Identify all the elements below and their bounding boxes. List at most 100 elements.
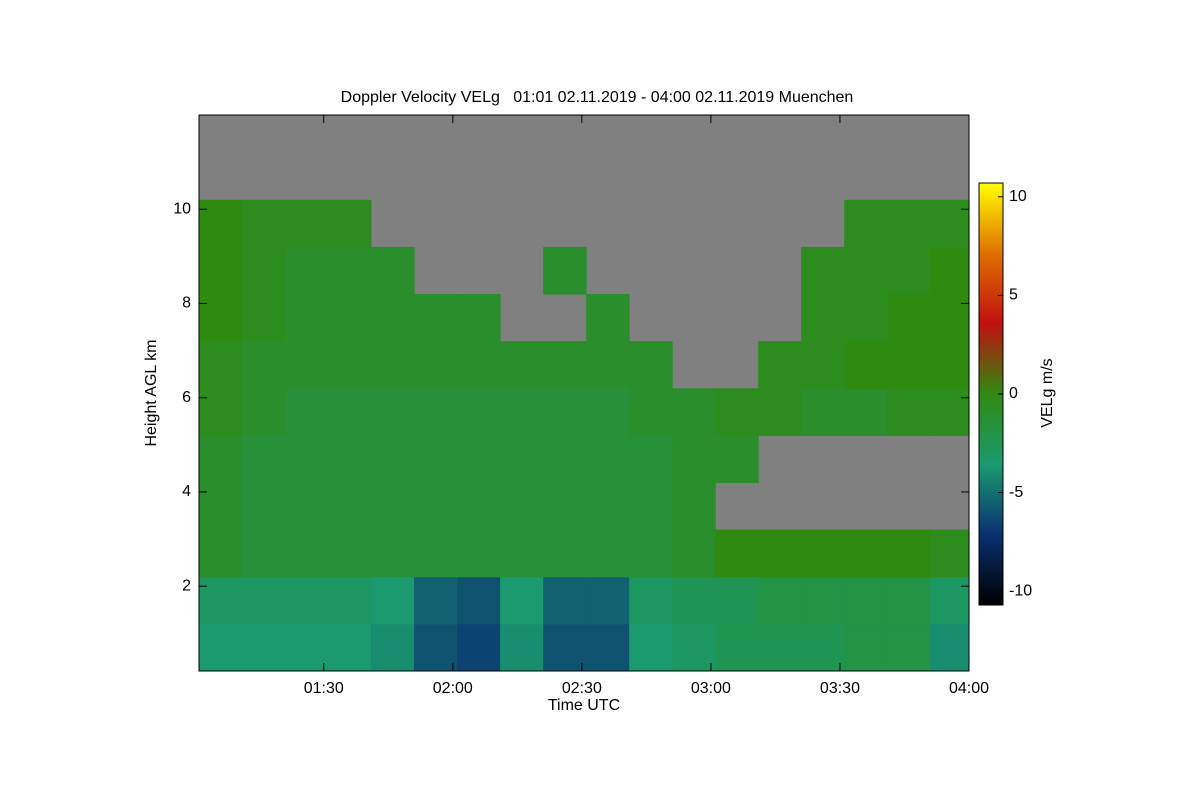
heatmap-cell [199, 529, 243, 578]
heatmap-cell [242, 246, 286, 295]
heatmap-cell [285, 435, 329, 484]
heatmap-cell [242, 294, 286, 342]
heatmap-cell [887, 576, 931, 625]
heatmap-cell [629, 388, 673, 436]
heatmap-cell [930, 341, 970, 389]
heatmap-cell [672, 435, 716, 484]
heatmap-cell [930, 623, 970, 672]
y-tick-label: 6 [182, 389, 191, 406]
heatmap-cell [930, 294, 970, 342]
heatmap-cell [930, 246, 970, 295]
heatmap-cell [586, 623, 630, 672]
colorbar-tick-label: -5 [1009, 484, 1023, 501]
heatmap-cell [414, 294, 458, 342]
heatmap-cell [586, 294, 630, 342]
heatmap-cell [801, 529, 845, 578]
heatmap-cell [801, 246, 845, 295]
heatmap-cell [242, 482, 286, 531]
y-tick-label: 8 [182, 295, 191, 312]
heatmap-cell [414, 529, 458, 578]
heatmap-cell [801, 576, 845, 625]
heatmap-cell [371, 576, 415, 625]
heatmap-cell [500, 388, 544, 436]
heatmap-cell [586, 341, 630, 389]
heatmap-cell [543, 482, 587, 531]
heatmap-cell [457, 435, 501, 484]
x-tick-label: 04:00 [949, 680, 989, 697]
heatmap-cell [371, 341, 415, 389]
heatmap-cell [844, 529, 888, 578]
heatmap-cell [285, 388, 329, 436]
heatmap-cell [887, 246, 931, 295]
heatmap-cell [457, 388, 501, 436]
heatmap-cell [586, 576, 630, 625]
heatmap-cell [672, 576, 716, 625]
heatmap-cell [285, 246, 329, 295]
heatmap-cell [844, 623, 888, 672]
heatmap-cell [715, 529, 759, 578]
heatmap-cell [930, 199, 970, 248]
heatmap-cell [371, 435, 415, 484]
heatmap-cell [672, 529, 716, 578]
heatmap-cell [328, 529, 372, 578]
heatmap-cell [242, 388, 286, 436]
heatmap-cell [328, 482, 372, 531]
heatmap-cell [930, 576, 970, 625]
heatmap-cell [242, 529, 286, 578]
y-axis-label: Height AGL km [143, 339, 160, 446]
heatmap-cell [199, 482, 243, 531]
y-tick-label: 10 [173, 200, 191, 217]
heatmap-cell [500, 435, 544, 484]
heatmap-cell [672, 623, 716, 672]
heatmap-cell [457, 576, 501, 625]
heatmap-cell [371, 529, 415, 578]
heatmap-cell [672, 388, 716, 436]
heatmap-cell [199, 341, 243, 389]
heatmap-cell [801, 623, 845, 672]
plot-frame [198, 114, 970, 672]
heatmap-cell [414, 388, 458, 436]
colorbar-label: VELg m/s [1039, 358, 1056, 427]
heatmap-cell [801, 341, 845, 389]
heatmap-cell [414, 576, 458, 625]
heatmap-cell [457, 294, 501, 342]
heatmap-cell [371, 623, 415, 672]
heatmap-cell [543, 435, 587, 484]
chart-title: Doppler Velocity VELg 01:01 02.11.2019 -… [341, 89, 854, 106]
heatmap-cell [457, 341, 501, 389]
heatmap-cell [242, 623, 286, 672]
x-tick-label: 03:00 [691, 680, 731, 697]
heatmap-cell [285, 341, 329, 389]
heatmap-cell [328, 341, 372, 389]
heatmap-cell [242, 341, 286, 389]
x-tick-label: 01:30 [304, 680, 344, 697]
heatmap-cell [844, 388, 888, 436]
heatmap-cell [758, 623, 802, 672]
heatmap-cell [285, 199, 329, 248]
heatmap-cell [887, 529, 931, 578]
heatmap-cell [414, 435, 458, 484]
heatmap-cell [199, 576, 243, 625]
y-tick-label: 2 [182, 577, 191, 594]
heatmap-cell [457, 529, 501, 578]
heatmap-cell [285, 482, 329, 531]
heatmap-cell [586, 529, 630, 578]
colorbar-tick-label: 0 [1009, 385, 1018, 402]
heatmap-cell [500, 482, 544, 531]
x-axis-label: Time UTC [548, 697, 620, 714]
heatmap-cell [371, 482, 415, 531]
heatmap-cell [500, 576, 544, 625]
colorbar-tick-label: 10 [1009, 188, 1027, 205]
heatmap-cell [199, 623, 243, 672]
heatmap-cell [844, 294, 888, 342]
heatmap-cell [500, 623, 544, 672]
heatmap-cell [801, 294, 845, 342]
heatmap-cell [414, 482, 458, 531]
heatmap-cell [586, 482, 630, 531]
heatmap-cell [758, 529, 802, 578]
heatmap-cell [328, 294, 372, 342]
heatmap-cell [930, 388, 970, 436]
heatmap-cell [543, 341, 587, 389]
heatmap-cell [371, 388, 415, 436]
